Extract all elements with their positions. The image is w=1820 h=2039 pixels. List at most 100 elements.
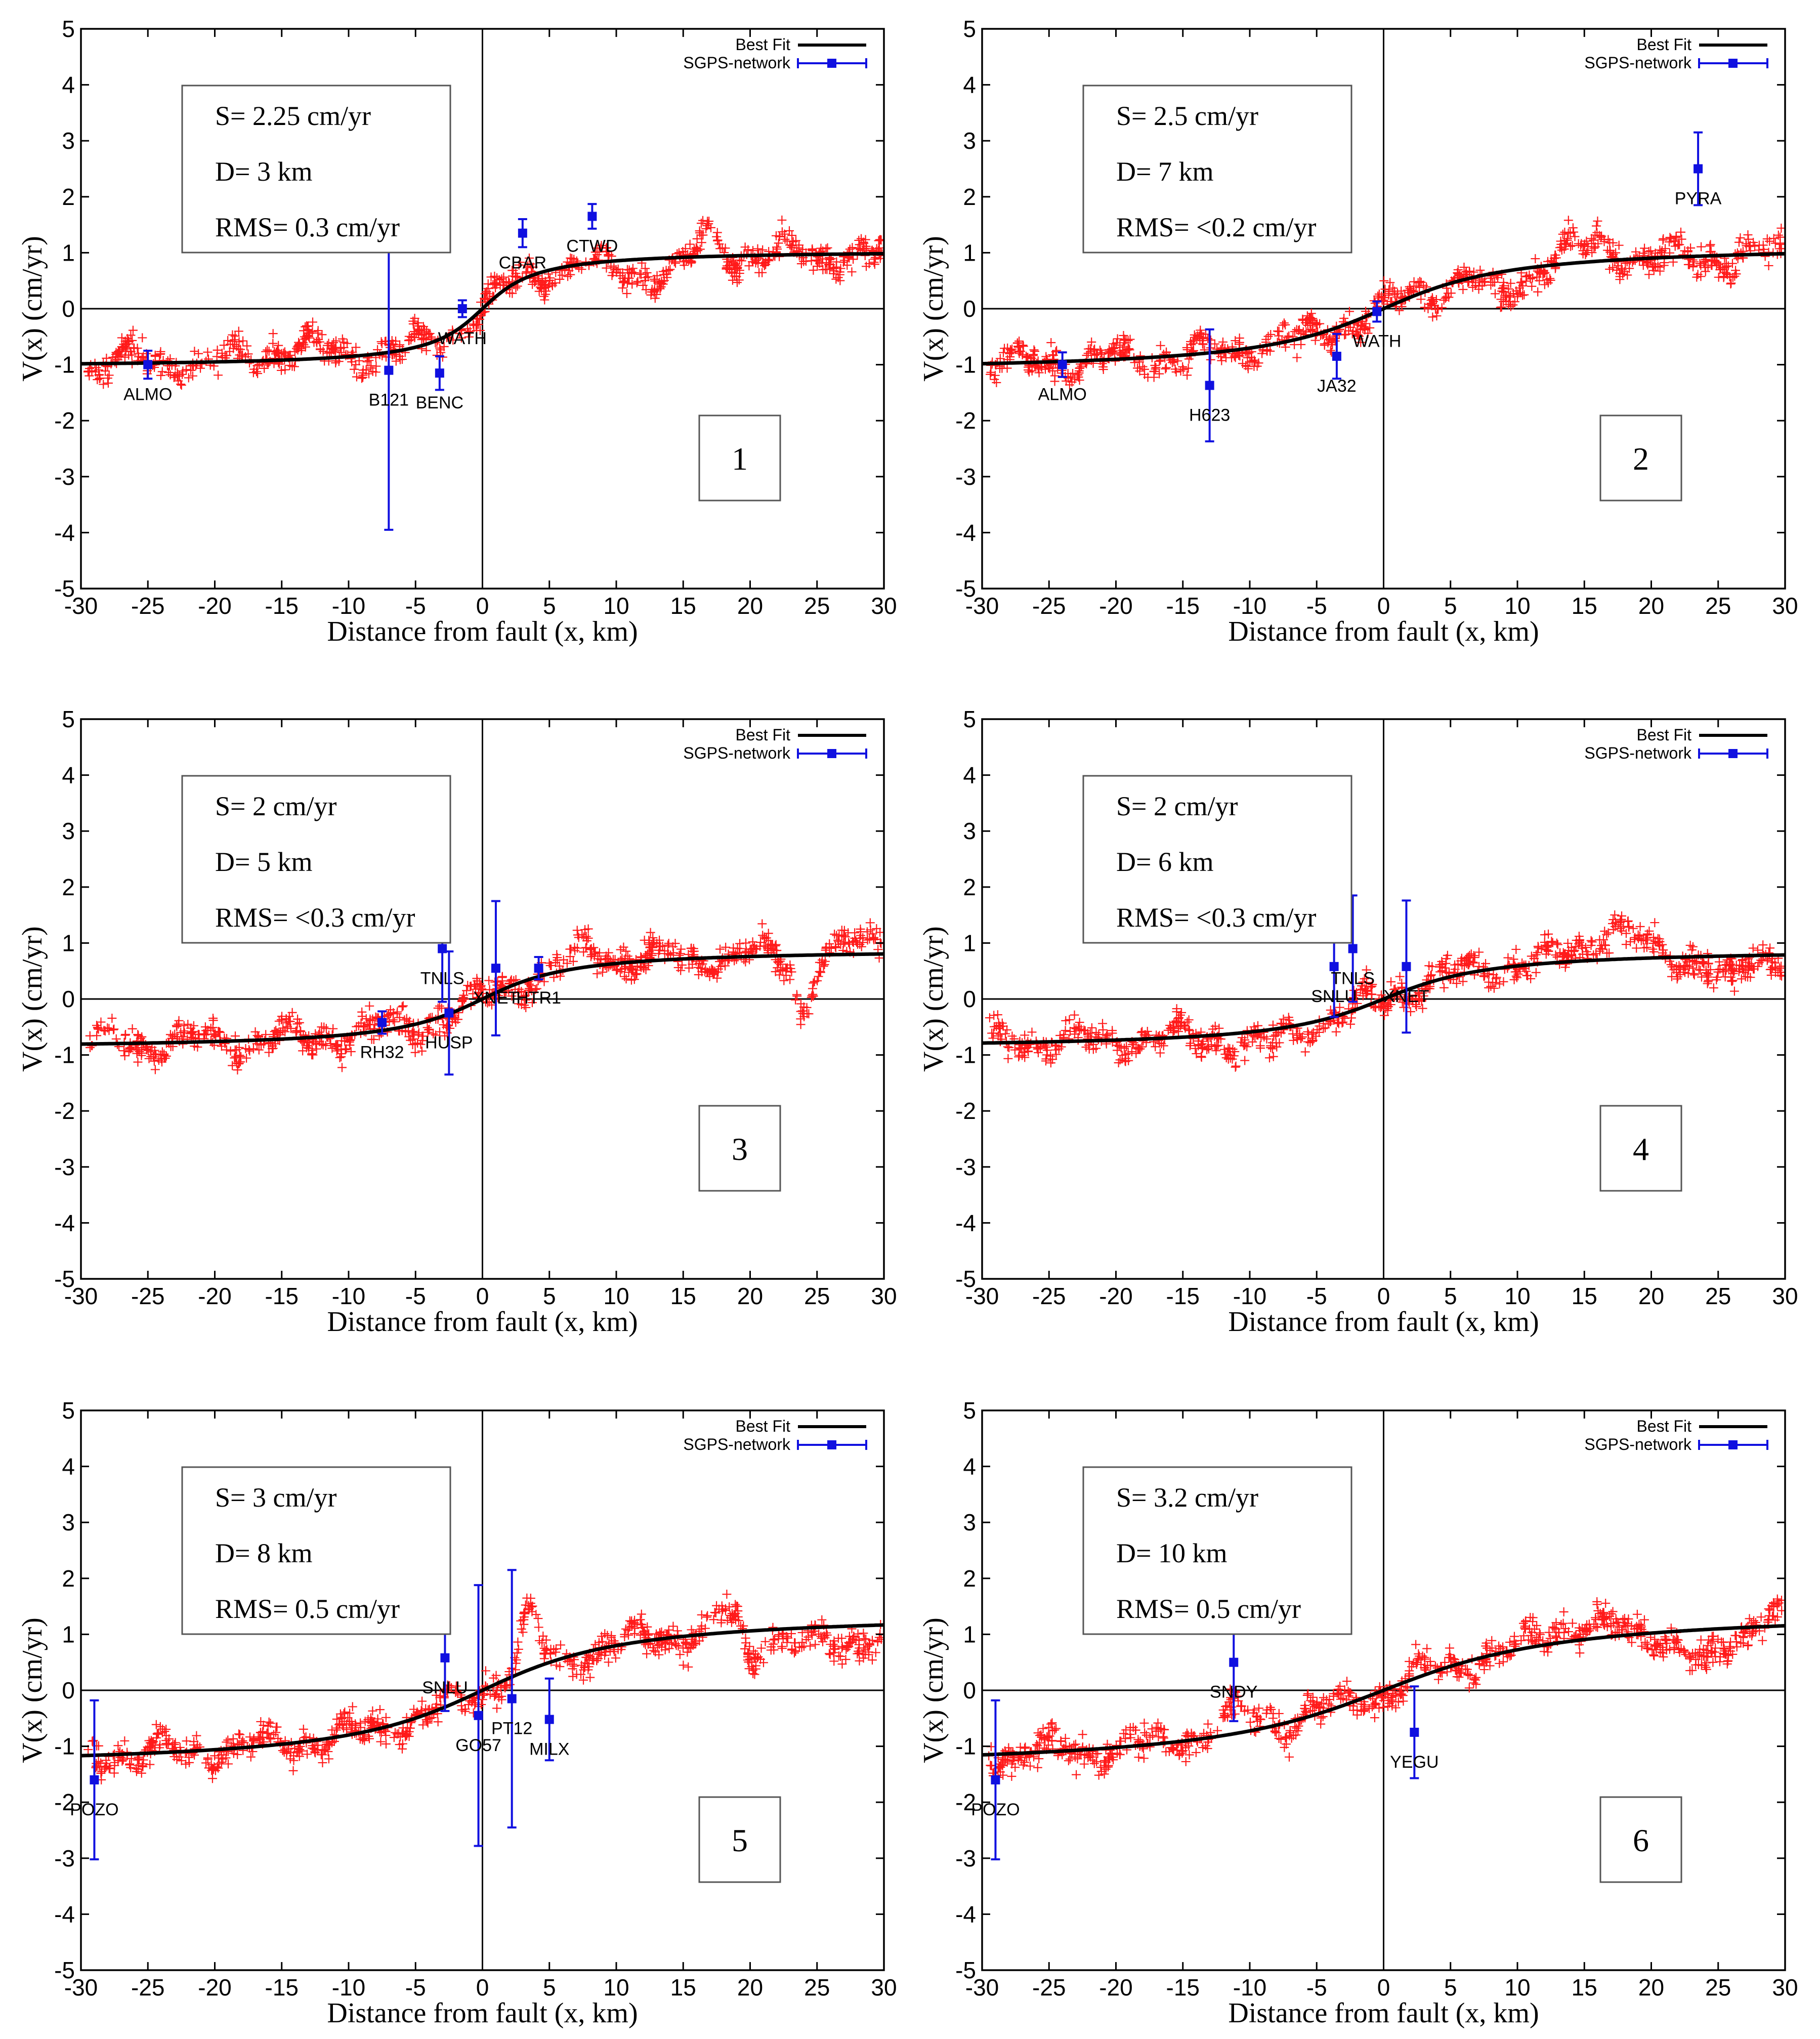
scatter-point [1133, 1044, 1142, 1054]
scatter-point [712, 228, 722, 237]
x-axis-label: Distance from fault (x, km) [327, 616, 638, 647]
scatter-point [303, 1750, 312, 1759]
scatter-point [1676, 963, 1685, 972]
y-tick-label: -4 [54, 1210, 75, 1236]
scatter-point [753, 244, 763, 254]
scatter-point [776, 960, 785, 969]
scatter-point [1513, 969, 1523, 979]
scatter-point [624, 1630, 633, 1640]
parameter-box [181, 775, 451, 944]
x-tick-label: -20 [198, 1283, 231, 1309]
panel-number: 4 [1633, 1131, 1649, 1167]
scatter-point [119, 1046, 129, 1056]
station-label: ALMO [1038, 385, 1087, 404]
station-marker [1329, 962, 1339, 971]
scatter-point [1176, 1010, 1186, 1020]
scatter-point [1363, 328, 1373, 338]
scatter-point [544, 959, 554, 968]
scatter-point [726, 1611, 735, 1620]
scatter-point [646, 928, 655, 937]
scatter-point [1499, 977, 1508, 986]
scatter-point [1027, 1027, 1037, 1037]
scatter-point [1390, 290, 1400, 300]
x-tick-label: -5 [1306, 1283, 1327, 1309]
y-tick-label: 4 [963, 762, 976, 788]
scatter-point [1511, 971, 1521, 981]
scatter-point [653, 1641, 662, 1650]
scatter-point [302, 331, 312, 341]
scatter-point [1441, 963, 1450, 973]
scatter-point [1570, 232, 1580, 241]
scatter-point [1499, 278, 1508, 287]
scatter-point [732, 278, 742, 287]
observation-scatter [83, 215, 884, 390]
scatter-point [397, 1002, 407, 1012]
scatter-point [535, 1636, 544, 1645]
scatter-point [318, 1040, 328, 1050]
scatter-point [587, 950, 597, 960]
scatter-point [369, 1035, 378, 1045]
scatter-point [730, 1610, 739, 1619]
scatter-point [238, 1736, 247, 1745]
scatter-point [1340, 330, 1349, 340]
scatter-point [1547, 937, 1556, 946]
scatter-point [850, 933, 860, 943]
scatter-point [100, 1764, 109, 1774]
scatter-point [829, 269, 838, 278]
scatter-point [796, 259, 806, 269]
scatter-point [1248, 1037, 1257, 1047]
scatter-point [230, 1045, 240, 1055]
station-label: HTR1 [516, 988, 561, 1008]
scatter-point [1230, 1047, 1240, 1056]
legend-best-fit-label: Best Fit [1637, 35, 1692, 54]
scatter-point [1443, 288, 1453, 298]
y-tick-label: 4 [62, 762, 75, 788]
scatter-point [286, 1024, 295, 1033]
scatter-point [335, 1053, 345, 1062]
scatter-point [654, 1650, 664, 1659]
scatter-point [1075, 1018, 1084, 1027]
scatter-point [639, 1628, 648, 1637]
scatter-point [995, 1029, 1005, 1039]
scatter-point [1242, 1042, 1252, 1052]
scatter-point [180, 1028, 189, 1038]
scatter-point [150, 1740, 160, 1750]
scatter-point [1712, 261, 1721, 271]
scatter-point [780, 229, 789, 239]
scatter-point [791, 236, 800, 245]
scatter-point [1726, 972, 1736, 982]
scatter-point [681, 244, 690, 254]
scatter-point [552, 950, 562, 960]
scatter-point [685, 239, 695, 249]
scatter-point [262, 1728, 272, 1738]
scatter-point [1225, 1053, 1235, 1063]
scatter-point [207, 1774, 217, 1783]
scatter-point [1214, 1023, 1224, 1033]
scatter-point [733, 1602, 742, 1611]
scatter-point [520, 1609, 530, 1618]
scatter-point [688, 960, 697, 969]
scatter-point [337, 1063, 347, 1072]
parameter-text: D= 5 km [215, 847, 312, 877]
scatter-point [184, 1758, 194, 1767]
scatter-point [285, 1017, 295, 1026]
scatter-point [1376, 990, 1386, 1000]
x-tick-label: -20 [1099, 1283, 1132, 1309]
scatter-point [1574, 932, 1584, 941]
station-label: ALMO [123, 385, 172, 404]
x-tick-label: 25 [804, 1283, 830, 1309]
scatter-point [360, 1736, 369, 1745]
scatter-point [769, 1635, 778, 1645]
scatter-point [522, 1593, 532, 1603]
scatter-point [465, 982, 475, 991]
scatter-point [1706, 240, 1715, 249]
scatter-point [413, 321, 422, 330]
scatter-point [1298, 1032, 1307, 1042]
x-tick-label: 20 [1638, 1283, 1664, 1309]
scatter-point [637, 270, 646, 279]
scatter-point [873, 1637, 882, 1647]
scatter-point [1437, 303, 1447, 312]
scatter-point [1183, 363, 1193, 373]
scatter-point [1176, 366, 1186, 376]
scatter-point [768, 944, 778, 954]
